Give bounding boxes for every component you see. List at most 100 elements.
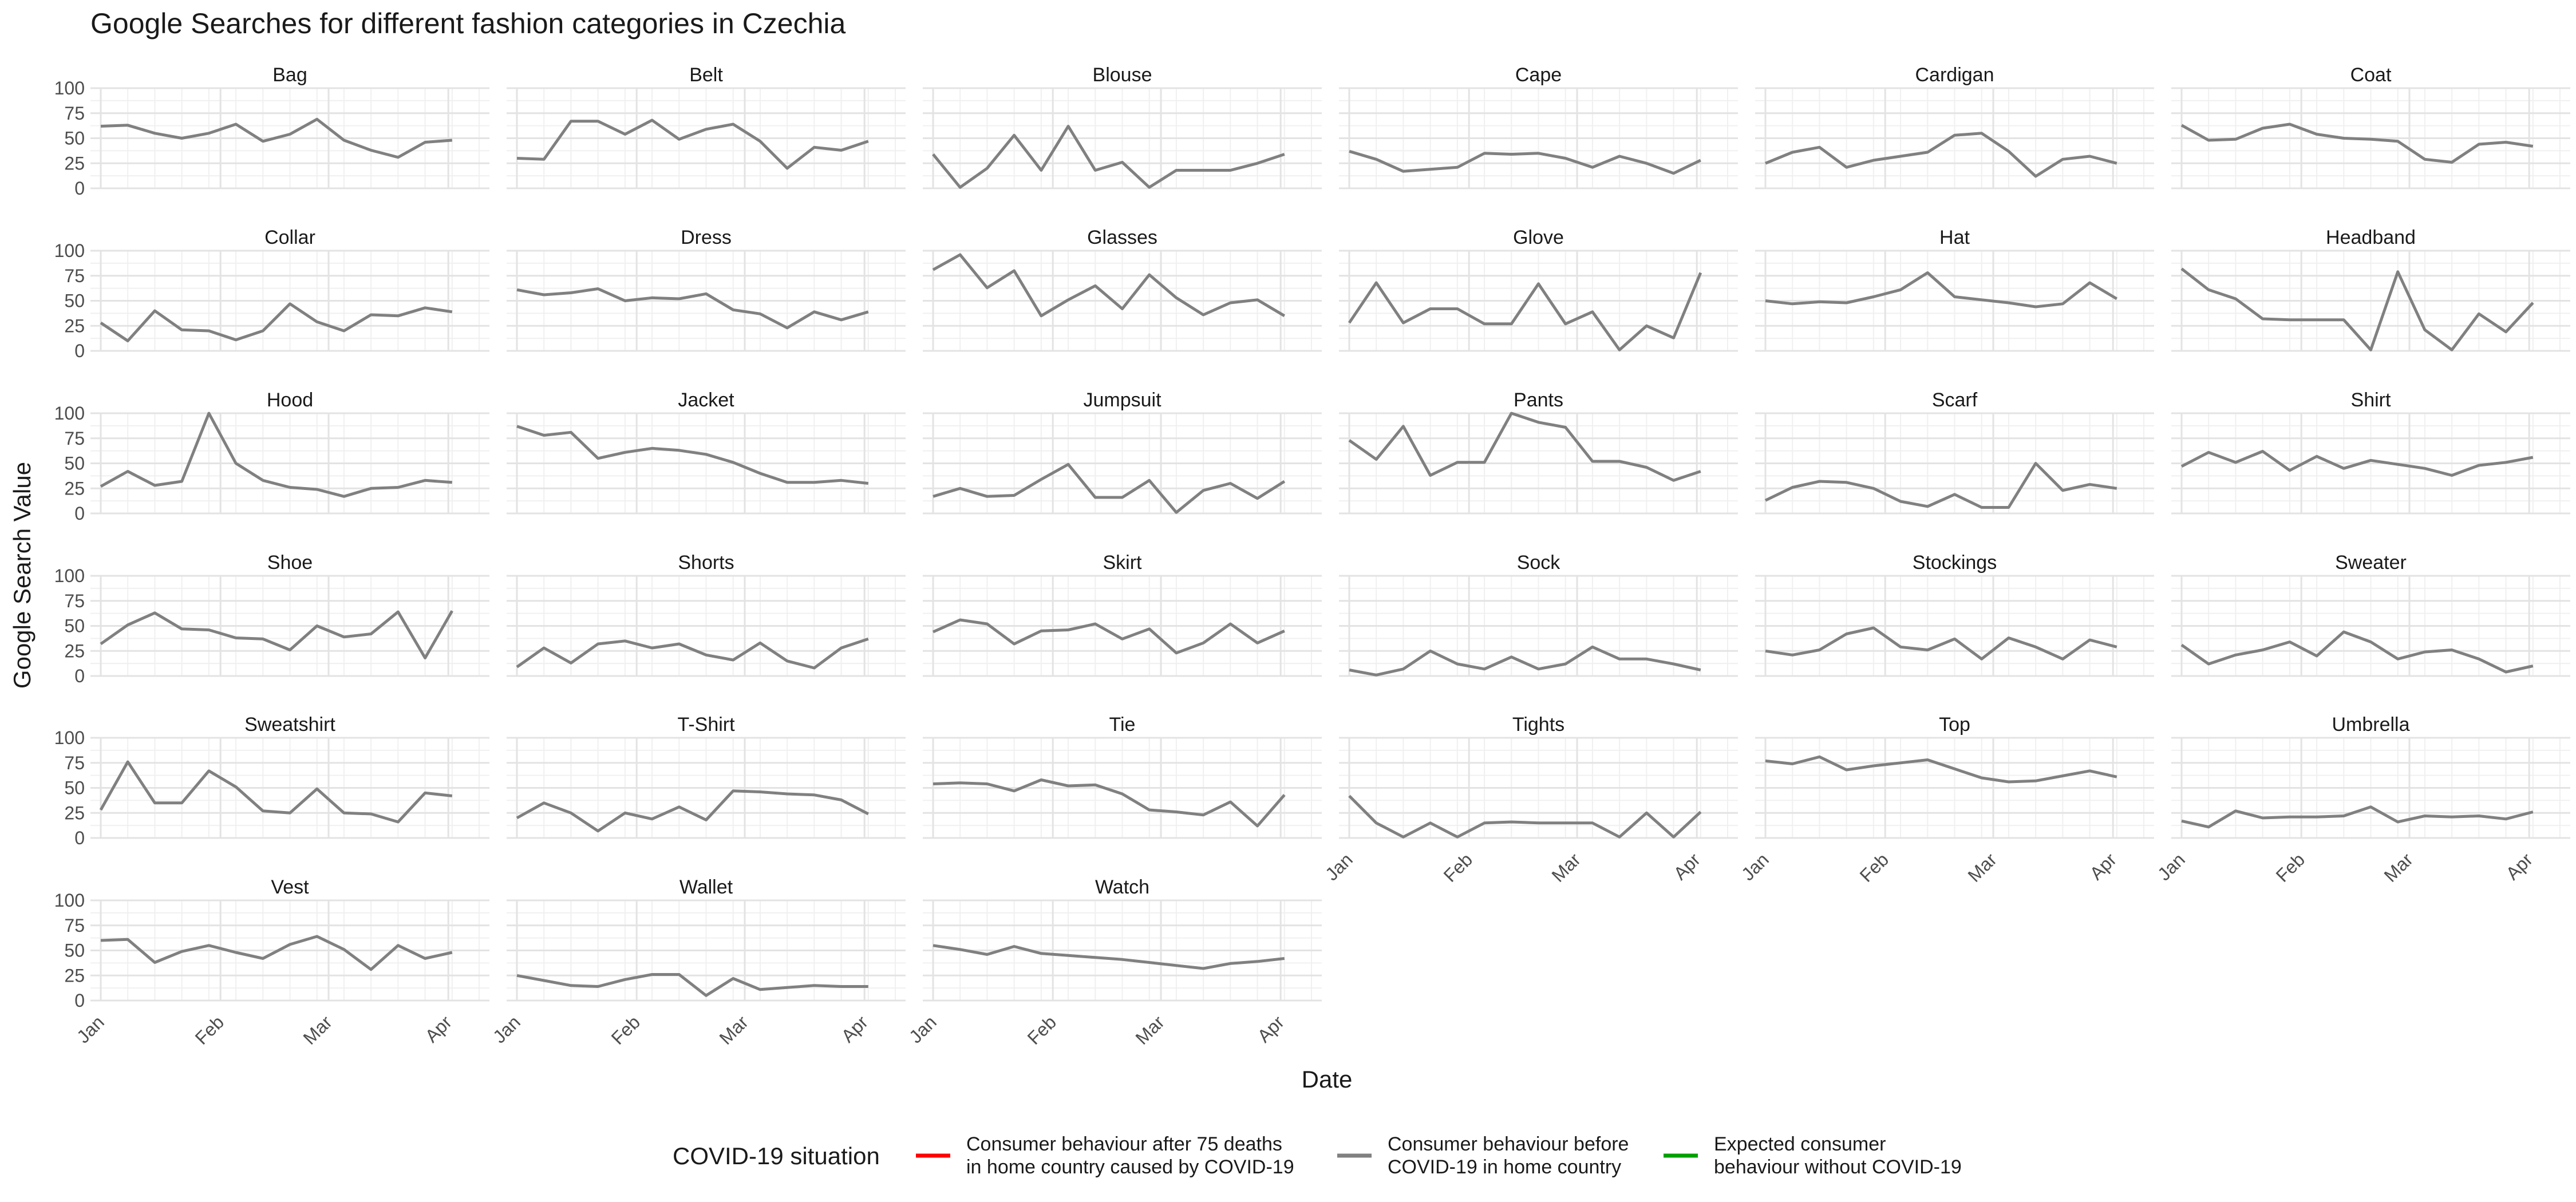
facet-t-shirt: T-Shirt [507,714,906,839]
x-tick-label: Jan [2154,849,2189,884]
x-tick-label: Mar [1132,1011,1169,1049]
facet-label: Tights [1512,714,1564,736]
y-tick-label: 75 [64,428,85,449]
facet-collar: Collar 0 25 50 75 100 [54,227,489,361]
y-tick-label: 0 [74,341,85,361]
facet-shorts: Shorts [507,552,906,677]
y-tick-label: 0 [74,503,85,524]
x-tick-label: Feb [1024,1011,1060,1048]
facet-sweatshirt: Sweatshirt 0 25 50 75 100 [54,714,489,848]
series-line-umbrella [2181,805,2534,829]
facet-sock: Sock [1339,552,1738,677]
facet-blouse: Blouse [923,64,1322,189]
series-line-coat [2180,122,2534,164]
series-line-hood [100,412,452,498]
facet-label: Vest [271,876,309,898]
facet-label: Top [1939,714,1970,736]
x-tick-label: Apr [421,1011,456,1046]
x-tick-label: Jan [73,1011,108,1047]
series-line-t-shirt [516,789,869,833]
facet-label: Stockings [1913,552,1997,574]
series-line-wallet [516,973,868,997]
facet-label: Jumpsuit [1083,389,1161,411]
facet-stockings: Stockings [1755,552,2154,677]
series-line-glasses [932,253,1286,318]
series-line-headband [2180,267,2534,351]
y-tick-label: 0 [74,990,85,1011]
legend-label-expected-line1: Expected consumer [1714,1133,1886,1155]
y-tick-label: 75 [64,266,85,286]
y-tick-label: 75 [64,591,85,611]
facet-label: Cardigan [1915,64,1994,86]
series-line-sock [1349,645,1701,677]
y-tick-label: 50 [64,940,85,961]
series-line-watch [933,944,1285,970]
facet-hood: Hood 0 25 50 75 100 [54,389,489,524]
facet-label: Dress [681,227,732,248]
y-tick-label: 25 [64,478,85,499]
y-tick-label: 75 [64,103,85,124]
x-tick-label: Mar [1964,849,2001,886]
facet-pants: Pants [1339,389,1738,515]
series-line-glove [1348,272,1702,351]
facet-scarf: Scarf [1755,389,2154,515]
x-tick-label: Apr [1253,1011,1288,1046]
facet-label: Hat [1939,227,1970,248]
facet-label: Sweater [2335,552,2407,574]
facet-hat: Hat [1755,227,2154,352]
facet-cape: Cape [1339,64,1738,189]
facet-label: Tie [1109,714,1136,736]
y-tick-label: 0 [74,666,85,686]
x-tick-label: Apr [2502,849,2537,884]
x-tick-label: Mar [1548,849,1585,886]
series-line-shirt [2180,450,2534,477]
y-tick-label: 50 [64,778,85,798]
y-tick-label: 50 [64,291,85,311]
facet-label: Umbrella [2332,714,2409,736]
facet-skirt: Skirt [923,552,1322,677]
y-tick-label: 50 [64,128,85,149]
facet-label: Bag [272,64,307,86]
y-tick-label: 75 [64,753,85,773]
x-tick-label: Feb [1856,849,1893,885]
facet-shirt: Shirt [2171,389,2570,515]
y-tick-label: 0 [74,178,85,199]
y-tick-label: 25 [64,802,85,823]
series-line-cardigan [1765,132,2117,178]
y-tick-label: 25 [64,640,85,661]
legend: COVID-19 situation Consumer behaviour af… [673,1133,1962,1178]
series-line-stockings [1765,626,2117,661]
y-axis-label: Google Search Value [9,462,35,689]
facet-label: T-Shirt [677,714,735,736]
facet-cardigan: Cardigan [1755,64,2154,189]
series-line-top [1765,755,2117,784]
facet-headband: Headband [2171,227,2570,352]
x-tick-label: Feb [1440,849,1476,885]
facet-label: Hood [267,389,313,411]
y-tick-label: 25 [64,965,85,986]
y-tick-label: 100 [54,890,85,911]
facet-glove: Glove [1339,227,1738,352]
facet-glasses: Glasses [923,227,1322,352]
facet-belt: Belt [507,64,906,189]
series-line-bag [100,117,452,159]
x-tick-label: Feb [2272,849,2309,885]
x-tick-label: Feb [607,1011,644,1048]
series-line-pants [1348,412,1701,482]
series-line-cape [1349,149,1701,175]
facet-label: Watch [1095,876,1149,898]
x-tick-label: Jan [1737,849,1773,884]
facet-label: Scarf [1932,389,1978,411]
legend-label-after-75-deaths-line2: in home country caused by COVID-19 [966,1156,1294,1178]
facet-label: Belt [689,64,723,86]
facet-bag: Bag 0 25 50 75 100 [54,64,489,199]
series-line-sweatshirt [99,760,453,824]
facet-top: Top Jan Feb Mar Apr [1737,714,2154,886]
series-line-scarf [1764,462,2117,509]
facet-label: Coat [2350,64,2392,86]
facet-jumpsuit: Jumpsuit [923,389,1322,515]
y-tick-label: 75 [64,915,85,936]
facet-label: Sock [1517,552,1561,574]
x-tick-label: Mar [299,1011,337,1049]
